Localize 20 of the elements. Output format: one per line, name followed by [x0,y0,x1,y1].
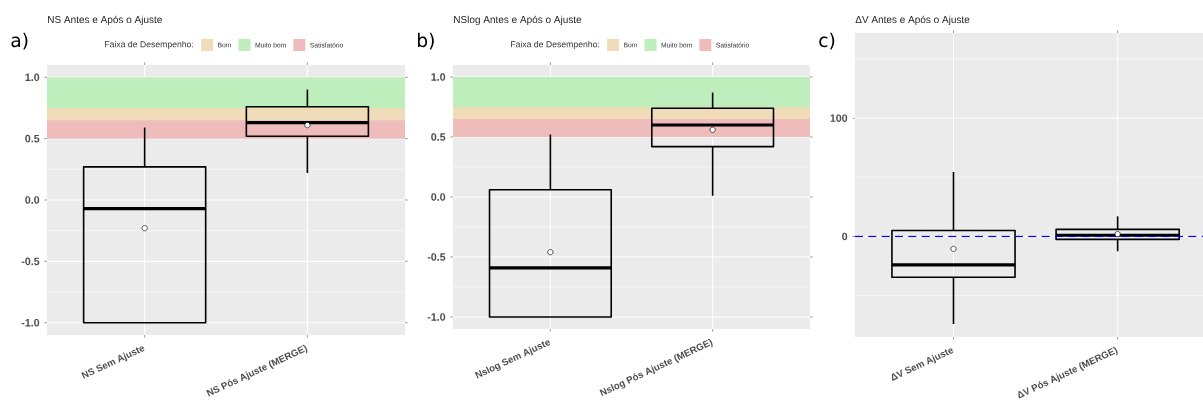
text: b) [417,32,434,50]
y-tick-label: -0.5 [21,257,40,266]
text: c) [819,32,835,50]
y-tick-label: 0 [842,232,848,241]
y-tick-label: 0.5 [431,133,446,141]
y-tick-label: 0.0 [25,196,40,204]
legend-title: Faixa de Desempenho: [510,40,600,50]
chart-title: ΔV Antes e Após o Ajuste [855,15,970,26]
y-tick-label: -0.5 [427,253,446,261]
chart-title: NS Antes e Após o Ajuste [48,15,162,26]
y-tick-label: 1.0 [431,73,446,81]
text: a) [11,32,28,50]
y-tick-label: 0.5 [25,134,40,143]
legend-title: Faixa de Desempenho: [105,40,194,50]
y-tick-label: -1.0 [427,313,446,321]
y-tick-label: -1.0 [21,318,40,327]
y-tick-label: 0.0 [431,193,446,201]
y-tick-label: 100 [830,114,848,122]
chart-title: NSlog Antes e Após o Ajuste [454,15,582,26]
y-tick-label: 1.0 [25,73,40,82]
